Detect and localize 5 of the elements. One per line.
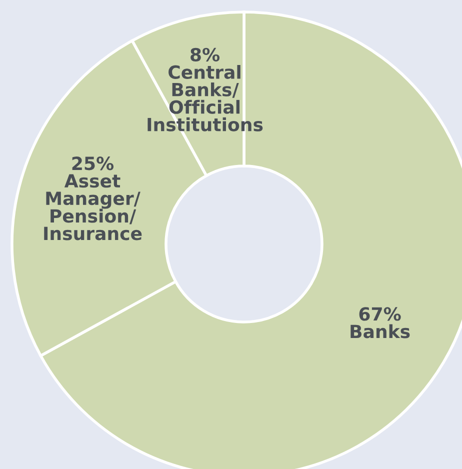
- slice-label: Asset Manager/ Pension/ Insurance: [44, 174, 142, 240]
- slice-label: Banks: [350, 324, 410, 338]
- data-label: 25%: [72, 156, 114, 170]
- data-label: 8%: [190, 48, 220, 62]
- data-label: 67%: [359, 307, 401, 321]
